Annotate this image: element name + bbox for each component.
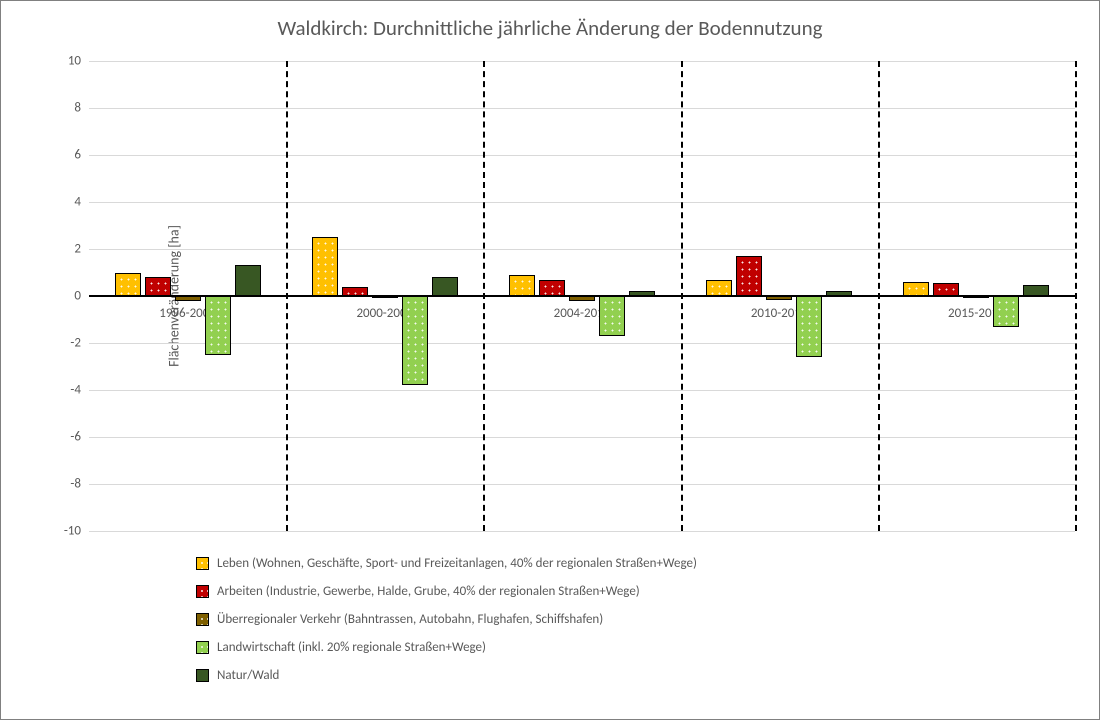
y-tick-label: 4 — [74, 195, 81, 210]
legend-label: Landwirtschaft (inkl. 20% regionale Stra… — [217, 640, 486, 655]
gridline — [89, 531, 1075, 532]
y-tick-label: -6 — [70, 430, 81, 445]
y-tick-label: -2 — [70, 336, 81, 351]
gridline — [89, 390, 1075, 391]
legend-item-natur: Natur/Wald — [196, 668, 697, 683]
bar-leben — [706, 280, 732, 296]
gridline — [89, 484, 1075, 485]
gridline — [89, 437, 1075, 438]
y-tick-label: 8 — [74, 101, 81, 116]
plot-area: Flächenveränderung [ha] -10-8-6-4-202468… — [89, 61, 1075, 531]
zero-line — [89, 295, 1075, 297]
legend-item-leben: Leben (Wohnen, Geschäfte, Sport- und Fre… — [196, 556, 697, 571]
bar-landwirtschaft — [599, 296, 625, 336]
bar-landwirtschaft — [402, 296, 428, 385]
bar-leben — [115, 273, 141, 297]
legend-swatch — [196, 669, 209, 682]
gridline — [89, 343, 1075, 344]
legend-label: Leben (Wohnen, Geschäfte, Sport- und Fre… — [217, 556, 697, 571]
bar-landwirtschaft — [993, 296, 1019, 327]
legend-label: Arbeiten (Industrie, Gewerbe, Halde, Gru… — [217, 584, 640, 599]
legend-label: Überregionaler Verkehr (Bahntrassen, Aut… — [217, 612, 603, 627]
chart-title: Waldkirch: Durchnittliche jährliche Ände… — [1, 15, 1099, 41]
y-tick-label: 10 — [68, 54, 81, 69]
gridline — [89, 155, 1075, 156]
bar-landwirtschaft — [796, 296, 822, 357]
legend-item-landwirtschaft: Landwirtschaft (inkl. 20% regionale Stra… — [196, 640, 697, 655]
y-tick-label: -4 — [70, 383, 81, 398]
legend-swatch — [196, 557, 209, 570]
bar-natur — [432, 277, 458, 296]
legend-item-verkehr: Überregionaler Verkehr (Bahntrassen, Aut… — [196, 612, 697, 627]
legend-swatch — [196, 585, 209, 598]
bar-landwirtschaft — [205, 296, 231, 355]
gridline — [89, 108, 1075, 109]
y-tick-label: -8 — [70, 477, 81, 492]
bar-arbeiten — [145, 277, 171, 296]
group-divider — [1075, 61, 1077, 531]
chart-container: Waldkirch: Durchnittliche jährliche Ände… — [0, 0, 1100, 720]
bar-natur — [235, 265, 261, 296]
gridline — [89, 61, 1075, 62]
y-tick-label: 2 — [74, 242, 81, 257]
bar-arbeiten — [736, 256, 762, 296]
bar-leben — [509, 275, 535, 296]
gridline — [89, 249, 1075, 250]
bar-leben — [312, 237, 338, 296]
legend-item-arbeiten: Arbeiten (Industrie, Gewerbe, Halde, Gru… — [196, 584, 697, 599]
legend-swatch — [196, 613, 209, 626]
y-tick-label: -10 — [64, 524, 81, 539]
legend-swatch — [196, 641, 209, 654]
legend-label: Natur/Wald — [217, 668, 279, 683]
bar-arbeiten — [539, 280, 565, 296]
y-tick-label: 0 — [74, 289, 81, 304]
y-tick-label: 6 — [74, 148, 81, 163]
gridline — [89, 202, 1075, 203]
legend: Leben (Wohnen, Geschäfte, Sport- und Fre… — [196, 556, 697, 696]
bar-leben — [903, 282, 929, 296]
